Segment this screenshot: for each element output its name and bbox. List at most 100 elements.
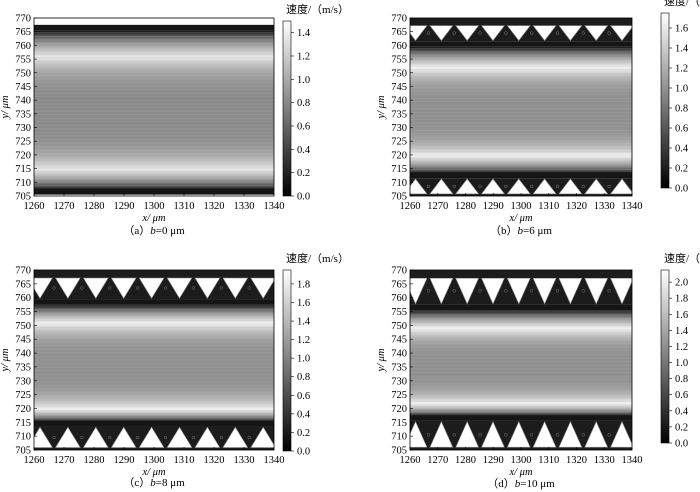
bottom-rib — [55, 426, 81, 448]
plot-area — [410, 18, 637, 196]
velocity-band — [34, 330, 274, 333]
colorbar-tick-label: 0.0 — [675, 184, 688, 195]
velocity-band — [410, 148, 632, 151]
x-tick-label: 1310 — [538, 455, 559, 466]
velocity-band — [34, 45, 274, 48]
vortex-mark — [452, 31, 456, 35]
top-rib — [481, 278, 505, 305]
velocity-band — [410, 57, 632, 60]
velocity-band — [410, 124, 632, 127]
colorbar-tick-label: 0.8 — [675, 374, 688, 385]
velocity-band — [410, 56, 632, 59]
x-tick-label: 1290 — [114, 201, 135, 212]
velocity-band — [410, 354, 632, 357]
plot-area — [410, 270, 632, 450]
velocity-band — [34, 355, 274, 358]
x-tick-label: 1310 — [538, 201, 559, 212]
velocity-band — [410, 107, 632, 109]
colorbar-tick-label: 1.0 — [297, 354, 310, 365]
colorbar-tick-label: 0.0 — [297, 192, 310, 203]
panel-d: 705 710 715 720 725 730 735 740 745 750 755 760 765 7… — [376, 251, 700, 490]
velocity-band — [410, 46, 632, 49]
velocity-band — [410, 335, 632, 338]
vortex-mark — [80, 435, 84, 440]
velocity-band — [410, 109, 632, 112]
y-tick-label: 725 — [15, 137, 31, 148]
velocity-band — [410, 153, 632, 156]
velocity-band — [34, 90, 274, 93]
velocity-band — [410, 171, 632, 174]
top-rib — [584, 278, 609, 305]
velocity-band — [410, 407, 632, 410]
vortex-mark — [426, 433, 431, 437]
velocity-band — [34, 328, 274, 331]
colorbar-tick-label: 1.0 — [675, 358, 688, 369]
velocity-band — [34, 337, 274, 340]
velocity-band — [34, 159, 274, 161]
panel-caption: （a）b=0 μm — [123, 224, 185, 237]
velocity-band — [34, 63, 274, 66]
bottom-wall — [34, 189, 274, 195]
bottom-rib — [410, 421, 428, 448]
velocity-band — [34, 61, 274, 64]
velocity-band — [34, 46, 274, 49]
top-rib — [222, 277, 249, 299]
top-rib — [34, 277, 53, 299]
vortex-mark — [530, 184, 534, 189]
velocity-band — [34, 70, 274, 72]
velocity-band — [410, 80, 632, 83]
colorbar-tick-label: 1.8 — [297, 279, 310, 290]
velocity-band — [34, 176, 274, 179]
caption-variable: b — [150, 477, 156, 489]
vortex-mark — [581, 289, 585, 293]
caption-value: =10 μm — [520, 478, 555, 490]
colorbar-tick-label: 1.2 — [297, 335, 310, 346]
vortex-mark — [581, 433, 585, 437]
velocity-band — [34, 124, 274, 127]
velocity-band — [410, 119, 632, 122]
velocity-band — [410, 322, 632, 325]
velocity-band — [410, 74, 632, 77]
velocity-band — [410, 116, 632, 119]
vortex-mark — [452, 184, 456, 189]
velocity-band — [34, 107, 274, 109]
colorbar-tick-label: 0.2 — [297, 168, 310, 179]
velocity-band — [34, 134, 274, 137]
y-tick-label: 745 — [391, 82, 407, 93]
velocity-band — [410, 373, 632, 376]
y-tick-label: 735 — [15, 362, 31, 373]
y-tick-label: 725 — [391, 390, 407, 401]
velocity-band — [410, 152, 632, 155]
velocity-band — [34, 304, 274, 307]
velocity-band — [410, 365, 632, 368]
velocity-band — [410, 111, 632, 114]
x-axis-label: x/ μm — [141, 213, 165, 224]
velocity-band — [34, 361, 274, 364]
y-tick-label: 755 — [391, 307, 407, 318]
velocity-band — [34, 57, 274, 60]
velocity-band — [410, 358, 632, 361]
x-tick-label: 1290 — [114, 455, 135, 466]
velocity-band — [410, 384, 632, 387]
colorbar-tick-label: 1.0 — [675, 84, 688, 95]
velocity-band — [34, 143, 274, 146]
velocity-band — [410, 137, 632, 140]
velocity-band — [34, 94, 274, 97]
velocity-band — [34, 329, 274, 332]
colorbar — [282, 20, 292, 197]
y-tick-label: 765 — [391, 27, 407, 38]
velocity-band — [34, 311, 274, 314]
velocity-band — [34, 372, 274, 375]
velocity-band — [410, 169, 632, 172]
velocity-band — [34, 382, 274, 385]
top-rib — [166, 277, 193, 299]
velocity-band — [410, 89, 632, 92]
velocity-band — [34, 148, 274, 151]
x-tick-label: 1260 — [400, 455, 421, 466]
y-tick-label: 755 — [15, 307, 31, 318]
vortex-mark — [634, 32, 637, 35]
velocity-band — [34, 79, 274, 82]
velocity-band — [34, 178, 274, 181]
top-rib — [506, 25, 531, 41]
x-tick-label: 1330 — [234, 201, 255, 212]
